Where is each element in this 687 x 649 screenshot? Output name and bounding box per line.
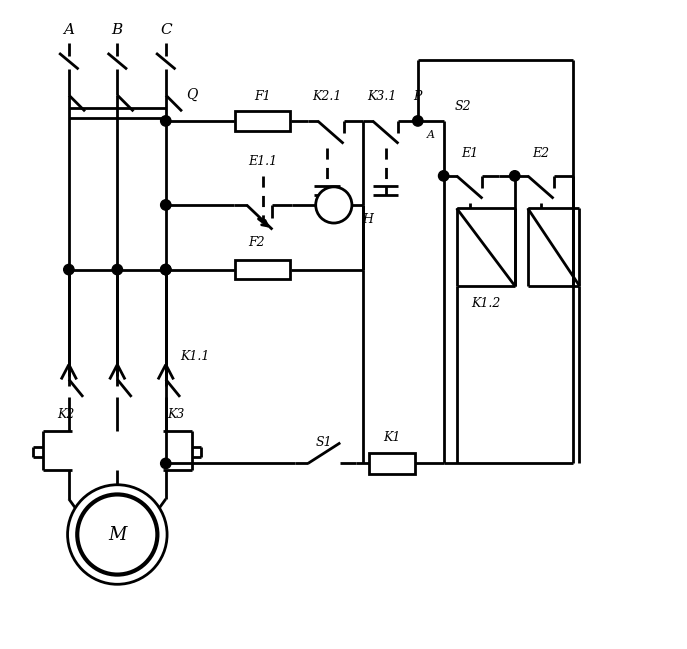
Bar [235, 111, 290, 130]
Text: K1.2: K1.2 [471, 297, 500, 310]
Text: Q: Q [186, 88, 197, 102]
Text: A: A [63, 23, 74, 38]
Text: S1: S1 [316, 436, 333, 449]
Text: F2: F2 [248, 236, 264, 249]
Circle shape [161, 116, 171, 126]
Text: E1.1: E1.1 [248, 154, 278, 167]
Circle shape [413, 116, 423, 126]
Circle shape [67, 485, 167, 584]
Circle shape [510, 171, 520, 181]
Text: K1.1: K1.1 [180, 350, 210, 363]
Circle shape [161, 458, 171, 469]
Text: B: B [112, 23, 123, 38]
Circle shape [112, 264, 122, 275]
Circle shape [161, 264, 171, 275]
Text: E2: E2 [532, 147, 549, 160]
Circle shape [64, 264, 74, 275]
Text: E1: E1 [461, 147, 478, 160]
Text: A: A [427, 130, 435, 140]
Text: P: P [414, 90, 422, 103]
Circle shape [77, 495, 157, 574]
Text: C: C [160, 23, 172, 38]
Text: S2: S2 [455, 100, 471, 113]
Text: F1: F1 [254, 90, 271, 103]
Text: K2: K2 [57, 408, 74, 421]
Circle shape [161, 200, 171, 210]
Bar [235, 260, 290, 279]
Circle shape [438, 171, 449, 181]
Text: K3: K3 [167, 408, 184, 421]
Text: K3.1: K3.1 [368, 90, 397, 103]
Text: H: H [362, 213, 373, 226]
Text: K2.1: K2.1 [313, 90, 342, 103]
Bar [370, 453, 414, 474]
Text: M: M [108, 526, 126, 543]
Circle shape [316, 187, 352, 223]
Circle shape [161, 264, 171, 275]
Text: K1: K1 [383, 431, 401, 444]
